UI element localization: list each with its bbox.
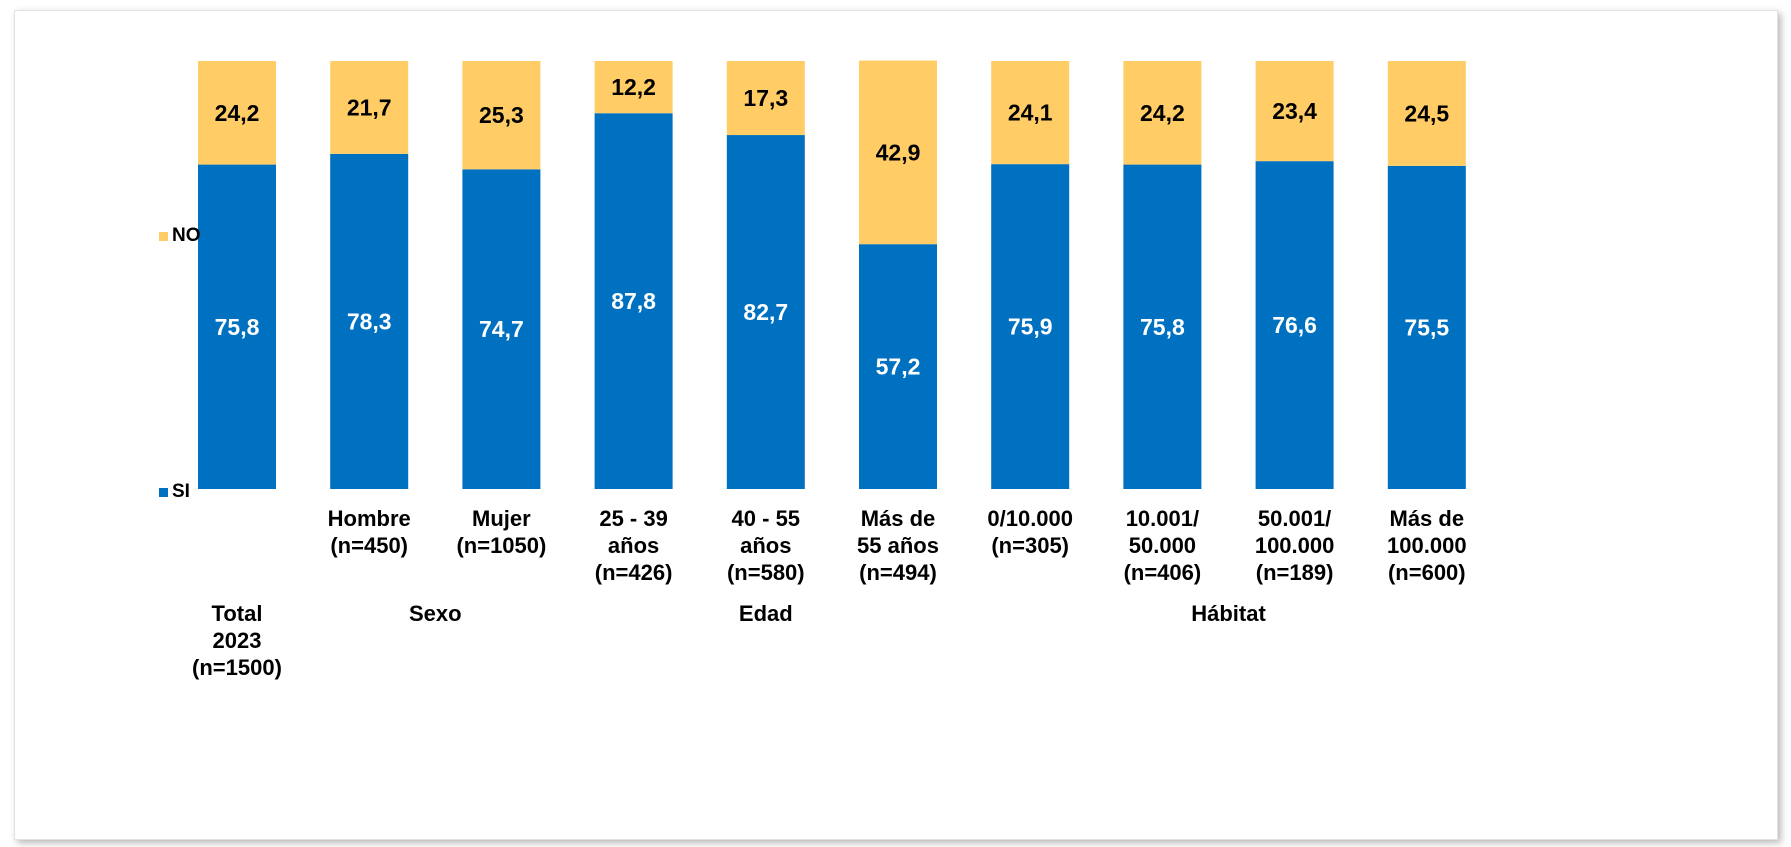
category-label: 50.000: [1129, 533, 1196, 558]
bar-si: [726, 135, 805, 489]
category-label: Total: [212, 601, 263, 626]
data-label-no: 25,3: [479, 102, 524, 128]
bar-si: [330, 153, 409, 489]
chart-frame: 75,8 24,2 Total 2023 (n=1500) 78,3 21,7 Hombre(…: [14, 10, 1778, 840]
bar-si: [859, 244, 937, 489]
category-label: Más de: [861, 506, 936, 531]
data-label-no: 24,1: [1008, 100, 1053, 126]
bar-si: [1387, 165, 1466, 490]
legend-item-no: NO: [159, 225, 201, 247]
bar-si: [1255, 161, 1334, 490]
legend-label-si: SI: [172, 481, 190, 502]
bar-no: [726, 61, 805, 136]
data-label-si: 82,7: [743, 299, 788, 325]
data-label-no: 12,2: [611, 74, 656, 100]
category-label: 2023: [213, 628, 262, 653]
data-label-no: 21,7: [347, 94, 392, 120]
category-label: años: [608, 533, 659, 558]
category-label: Más de: [1390, 506, 1465, 531]
bar-no: [594, 61, 673, 114]
category-label: 40 - 55: [732, 506, 801, 531]
category-label: 10.001/: [1126, 506, 1199, 531]
stacked-bar-chart: 75,824,2Total2023(n=1500)78,321,7Hombre(…: [192, 60, 1467, 680]
category-label: (n=1050): [456, 533, 546, 558]
bar-no: [330, 61, 409, 154]
category-label: 100.000: [1255, 533, 1335, 558]
group-label: Hábitat: [1191, 601, 1266, 626]
bar-si: [1123, 164, 1202, 490]
legend-swatch-no: [159, 231, 168, 241]
category-label: años: [740, 533, 791, 558]
data-label-si: 78,3: [347, 308, 392, 334]
legend-swatch-si: [159, 487, 168, 497]
category-label: 50.001/: [1258, 506, 1331, 531]
data-label-si: 57,2: [876, 354, 921, 380]
group-label: Sexo: [409, 601, 462, 626]
category-label: (n=600): [1388, 560, 1466, 585]
legend-item-si: SI: [159, 481, 190, 503]
category-label: (n=580): [727, 560, 805, 585]
group-label: Edad: [739, 601, 793, 626]
bar-si: [991, 164, 1070, 489]
bar-no: [991, 61, 1070, 165]
bar-no: [1255, 61, 1334, 162]
category-label: (n=450): [330, 533, 408, 558]
bar-no: [1123, 61, 1202, 165]
category-label: 25 - 39: [599, 506, 668, 531]
data-label-si: 75,8: [1140, 314, 1185, 340]
legend-label-no: NO: [172, 225, 201, 246]
category-label: (n=426): [595, 560, 673, 585]
data-label-si: 75,9: [1008, 314, 1053, 340]
data-label-si: 87,8: [611, 288, 656, 314]
category-label: (n=406): [1124, 560, 1202, 585]
category-label: 100.000: [1387, 533, 1467, 558]
category-label: 55 años: [857, 533, 939, 558]
data-label-no: 24,2: [1140, 100, 1185, 126]
category-label: (n=494): [859, 560, 937, 585]
data-label-no: 42,9: [876, 139, 921, 165]
data-label-si: 75,5: [1404, 314, 1449, 340]
bar-si: [198, 164, 276, 490]
data-label-si: 74,7: [479, 316, 524, 342]
bar-no: [462, 61, 541, 170]
bar-no: [198, 61, 276, 165]
category-label: Hombre: [328, 506, 411, 531]
bar-no: [859, 60, 937, 245]
bar-no: [1387, 61, 1466, 166]
category-label: 0/10.000: [987, 506, 1073, 531]
bar-si: [462, 169, 541, 489]
data-label-si: 76,6: [1272, 312, 1317, 338]
data-label-no: 23,4: [1272, 98, 1317, 124]
data-label-no: 24,2: [215, 100, 260, 126]
category-label: (n=305): [991, 533, 1069, 558]
category-label: (n=189): [1256, 560, 1334, 585]
category-label: Mujer: [472, 506, 531, 531]
bar-si: [594, 113, 673, 489]
data-label-no: 17,3: [743, 85, 788, 111]
category-label: (n=1500): [192, 655, 282, 680]
data-label-si: 75,8: [215, 314, 260, 340]
data-label-no: 24,5: [1404, 100, 1449, 126]
